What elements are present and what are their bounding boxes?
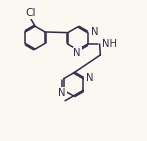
Text: N: N bbox=[59, 88, 66, 98]
Text: N: N bbox=[91, 27, 98, 37]
Text: NH: NH bbox=[102, 39, 117, 49]
Text: N: N bbox=[86, 73, 94, 83]
Text: N: N bbox=[73, 48, 81, 58]
Text: Cl: Cl bbox=[25, 8, 36, 18]
